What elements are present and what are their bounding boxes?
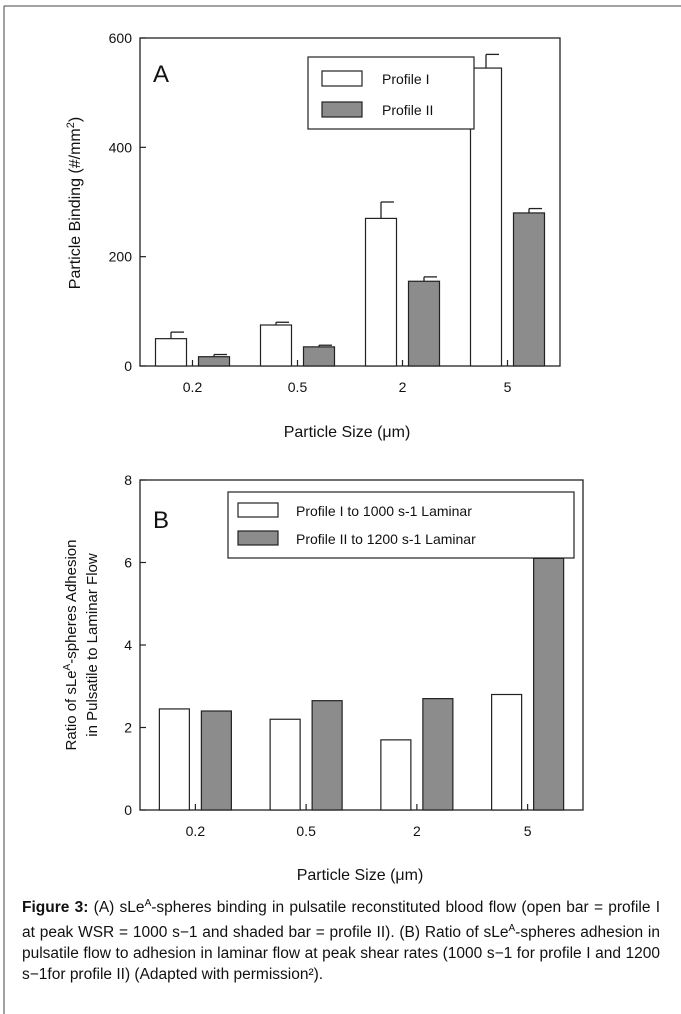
chart-a-legend-swatch-profile-ii <box>321 101 363 118</box>
chart-b-y-axis-label-line2: in Pulsatile to Laminar Flow <box>84 553 101 737</box>
chart-b-y-tick-label: 8 <box>124 472 132 488</box>
chart-a-legend: Profile I Profile II <box>307 56 475 130</box>
chart-b-x-tick-label: 5 <box>524 823 532 839</box>
chart-b-legend-swatch-profile-ii <box>237 530 279 546</box>
chart-b-x-tick-label: 0.5 <box>296 823 316 839</box>
chart-a-bar-profile-i <box>469 67 503 367</box>
chart-a-legend-frame <box>307 56 475 130</box>
chart-a-legend-label-profile-i: Profile I <box>382 71 429 87</box>
chart-b-y-tick-label: 0 <box>124 802 132 818</box>
chart-b-bar-profile-i <box>380 739 412 811</box>
chart-a-y-tick-label: 600 <box>109 30 133 46</box>
chart-b-panel-label: B <box>153 507 169 534</box>
chart-a-x-tick-label: 0.2 <box>183 379 203 395</box>
chart-a: A Particle Binding (#/mm2) Particle Size… <box>65 30 561 441</box>
chart-b-bar-profile-ii <box>533 557 565 811</box>
chart-a-legend-label-profile-ii: Profile II <box>382 102 433 118</box>
chart-b-legend-frame <box>227 491 575 559</box>
chart-b: B Ratio of sLeA-spheres Adhesion in Puls… <box>62 472 584 884</box>
chart-a-panel-label: A <box>153 61 169 88</box>
chart-b-y-tick-label: 6 <box>124 555 132 571</box>
chart-a-y-tick-label: 0 <box>124 358 132 374</box>
chart-a-x-tick-label: 2 <box>399 379 407 395</box>
caption-label: Figure 3: <box>22 899 89 917</box>
chart-b-bar-profile-i <box>491 693 523 811</box>
chart-a-y-axis-label: Particle Binding (#/mm2) <box>65 117 84 289</box>
caption-text: (A) sLeA-spheres binding in pulsatile re… <box>22 898 661 984</box>
chart-a-bar-profile-ii <box>302 346 336 367</box>
chart-b-y-tick-label: 4 <box>124 637 132 653</box>
chart-a-bar-profile-i <box>364 217 398 367</box>
chart-a-x-tick-label: 0.5 <box>288 379 308 395</box>
chart-a-bar-profile-i <box>154 338 188 367</box>
chart-a-bar-profile-ii <box>407 280 441 367</box>
chart-b-bar-profile-ii <box>311 700 343 811</box>
chart-a-legend-swatch-profile-i <box>321 70 363 87</box>
chart-a-bar-profile-ii <box>512 212 546 367</box>
chart-b-legend-label-profile-i: Profile I to 1000 s-1 Laminar <box>296 503 472 519</box>
chart-b-bar-profile-ii <box>200 710 232 811</box>
chart-b-x-axis-label: Particle Size (μm) <box>297 867 424 884</box>
chart-b-y-tick-label: 2 <box>124 720 132 736</box>
chart-a-y-tick-label: 200 <box>109 249 133 265</box>
chart-b-bar-profile-i <box>158 708 190 811</box>
chart-b-bar-profile-ii <box>422 698 454 811</box>
chart-a-bar-profile-ii <box>197 356 231 367</box>
chart-a-y-tick-label: 400 <box>109 139 133 155</box>
chart-b-y-axis-label-line1: Ratio of sLeA-spheres Adhesion <box>62 540 80 751</box>
chart-a-plot-frame <box>139 37 561 367</box>
figure-caption: Figure 3: (A) sLeA-spheres binding in pu… <box>22 893 660 985</box>
chart-b-legend: Profile I to 1000 s-1 Laminar Profile II… <box>227 491 575 559</box>
chart-a-x-tick-label: 5 <box>504 379 512 395</box>
chart-a-x-axis-label: Particle Size (μm) <box>284 424 411 441</box>
chart-b-legend-label-profile-ii: Profile II to 1200 s-1 Laminar <box>296 531 476 547</box>
chart-b-x-tick-label: 0.2 <box>186 823 206 839</box>
chart-b-x-tick-label: 2 <box>413 823 421 839</box>
chart-b-bar-profile-i <box>269 718 301 811</box>
chart-b-legend-swatch-profile-i <box>237 502 279 518</box>
chart-a-bar-profile-i <box>259 324 293 367</box>
